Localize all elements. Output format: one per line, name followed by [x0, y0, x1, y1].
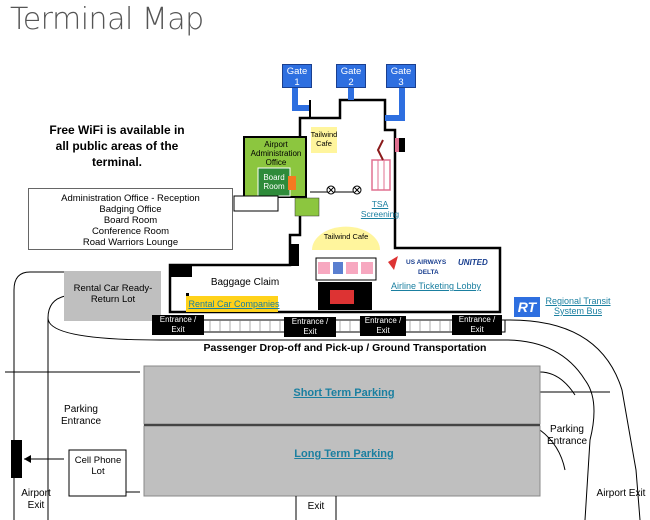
airline-ticketing-lobby-link[interactable]: Airline Ticketing Lobby — [390, 281, 482, 291]
airport-exit-right-label: Airport Exit — [596, 488, 646, 499]
admin-box-line: Conference Room — [91, 226, 170, 237]
cell-phone-lot-label: Cell Phone Lot — [74, 455, 122, 477]
tailwind-cafe-lower-label: Tailwind Cafe — [323, 232, 369, 241]
short-term-parking-link[interactable]: Short Term Parking — [293, 387, 395, 399]
regional-transit-link[interactable]: Regional Transit System Bus — [545, 296, 611, 316]
airport-admin-office-label: Airport Administration Office — [250, 140, 302, 167]
baggage-claim-label: Baggage Claim — [210, 277, 280, 288]
entrance-exit-4: Entrance / Exit — [452, 315, 502, 335]
us-airways-logo: US AIRWAYS — [406, 259, 447, 266]
tailwind-cafe-upper-label: Tailwind Cafe — [310, 130, 338, 148]
exit-bottom-label: Exit — [307, 501, 325, 512]
admin-box-line: Badging Office — [99, 204, 162, 215]
gate-2-label: Gate — [340, 66, 362, 77]
gate-2: Gate 2 — [336, 64, 366, 88]
rental-car-companies-link[interactable]: Rental Car Companies — [188, 299, 280, 309]
transit-logo: RT — [514, 297, 540, 317]
rental-car-lot-label: Rental Car Ready-Return Lot — [73, 283, 153, 305]
entrance-exit-3: Entrance / Exit — [360, 316, 406, 336]
gate-2-number: 2 — [348, 77, 354, 88]
gate-3-label: Gate — [390, 66, 412, 77]
long-term-parking-link[interactable]: Long Term Parking — [294, 448, 394, 460]
parking-entrance-right-label: Parking Entrance — [546, 424, 588, 447]
united-logo: UNITED — [458, 258, 488, 267]
wifi-note: Free WiFi is available in all public are… — [49, 123, 185, 169]
entrance-exit-1: Entrance / Exit — [152, 315, 204, 335]
drop-off-label: Passenger Drop-off and Pick-up / Ground … — [203, 342, 487, 354]
gate-3: Gate 3 — [386, 64, 416, 88]
tsa-screening-link[interactable]: TSA Screening — [360, 199, 400, 219]
admin-offices-box: Administration Office - Reception Badgin… — [28, 188, 233, 250]
admin-box-line: Road Warriors Lounge — [82, 237, 179, 248]
admin-box-line: Administration Office - Reception — [61, 193, 200, 204]
page-title: Terminal Map — [10, 2, 204, 37]
gate-3-number: 3 — [398, 77, 404, 88]
parking-entrance-left-label: Parking Entrance — [60, 404, 102, 427]
gate-1-number: 1 — [294, 77, 300, 88]
gate-1-label: Gate — [286, 66, 308, 77]
entrance-exit-2: Entrance / Exit — [284, 317, 336, 337]
gate-1: Gate 1 — [282, 64, 312, 88]
admin-box-line: Board Room — [103, 215, 158, 226]
airport-exit-left-label: Airport Exit — [21, 488, 51, 511]
delta-logo: DELTA — [418, 269, 439, 276]
board-room-label: Board Room — [263, 173, 285, 191]
